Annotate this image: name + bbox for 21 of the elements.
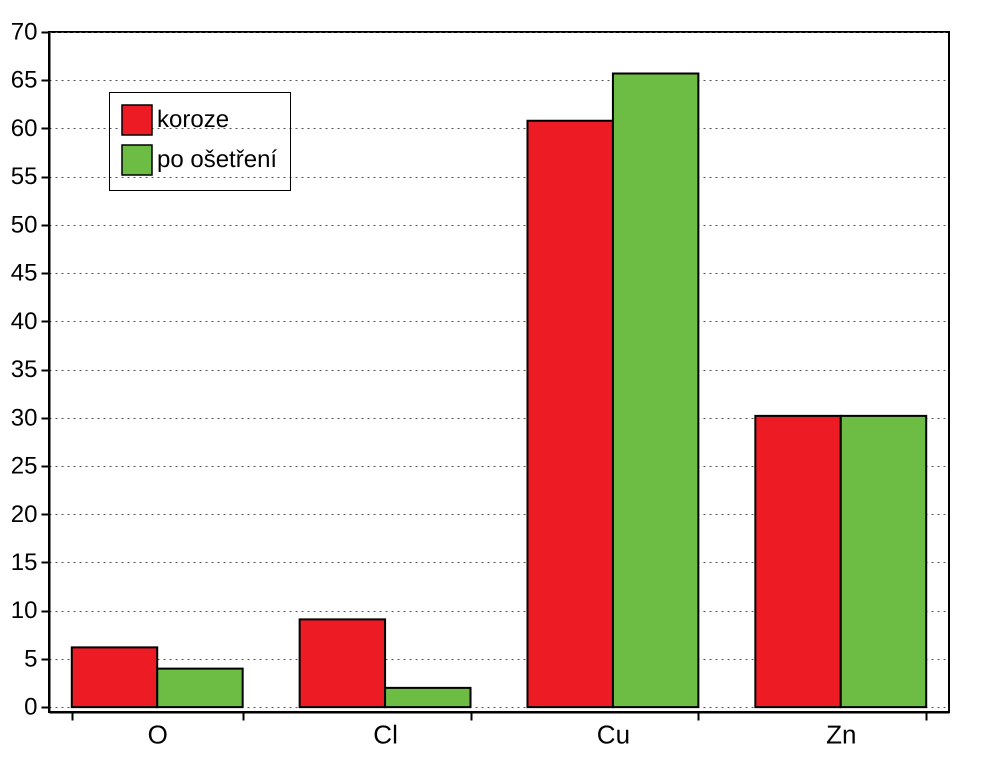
- x-tick-label: Cl: [373, 720, 398, 750]
- y-tick-label: 10: [10, 597, 38, 624]
- y-tick-label: 15: [10, 548, 38, 576]
- x-tick-label: Zn: [826, 720, 856, 750]
- y-tick-label: 0: [24, 694, 38, 721]
- y-tick-label: 50: [10, 211, 38, 238]
- y-tick-label: 55: [10, 163, 38, 190]
- legend-label: po ošetření: [157, 146, 278, 173]
- y-tick-label: 65: [10, 66, 38, 94]
- legend-label: koroze: [157, 106, 230, 133]
- y-tick-label: 70: [10, 18, 38, 46]
- y-tick-label: 45: [10, 260, 38, 287]
- y-tick-label: 5: [24, 645, 38, 672]
- y-tick-label: 40: [10, 308, 38, 335]
- x-tick-label: Cu: [596, 720, 630, 750]
- y-tick-label: 20: [10, 500, 38, 528]
- y-tick-label: 30: [10, 404, 38, 432]
- y-tick-label: 60: [10, 114, 38, 142]
- y-tick-label: 35: [10, 356, 38, 384]
- x-tick-label: O: [148, 720, 168, 750]
- y-tick-label: 25: [10, 452, 38, 480]
